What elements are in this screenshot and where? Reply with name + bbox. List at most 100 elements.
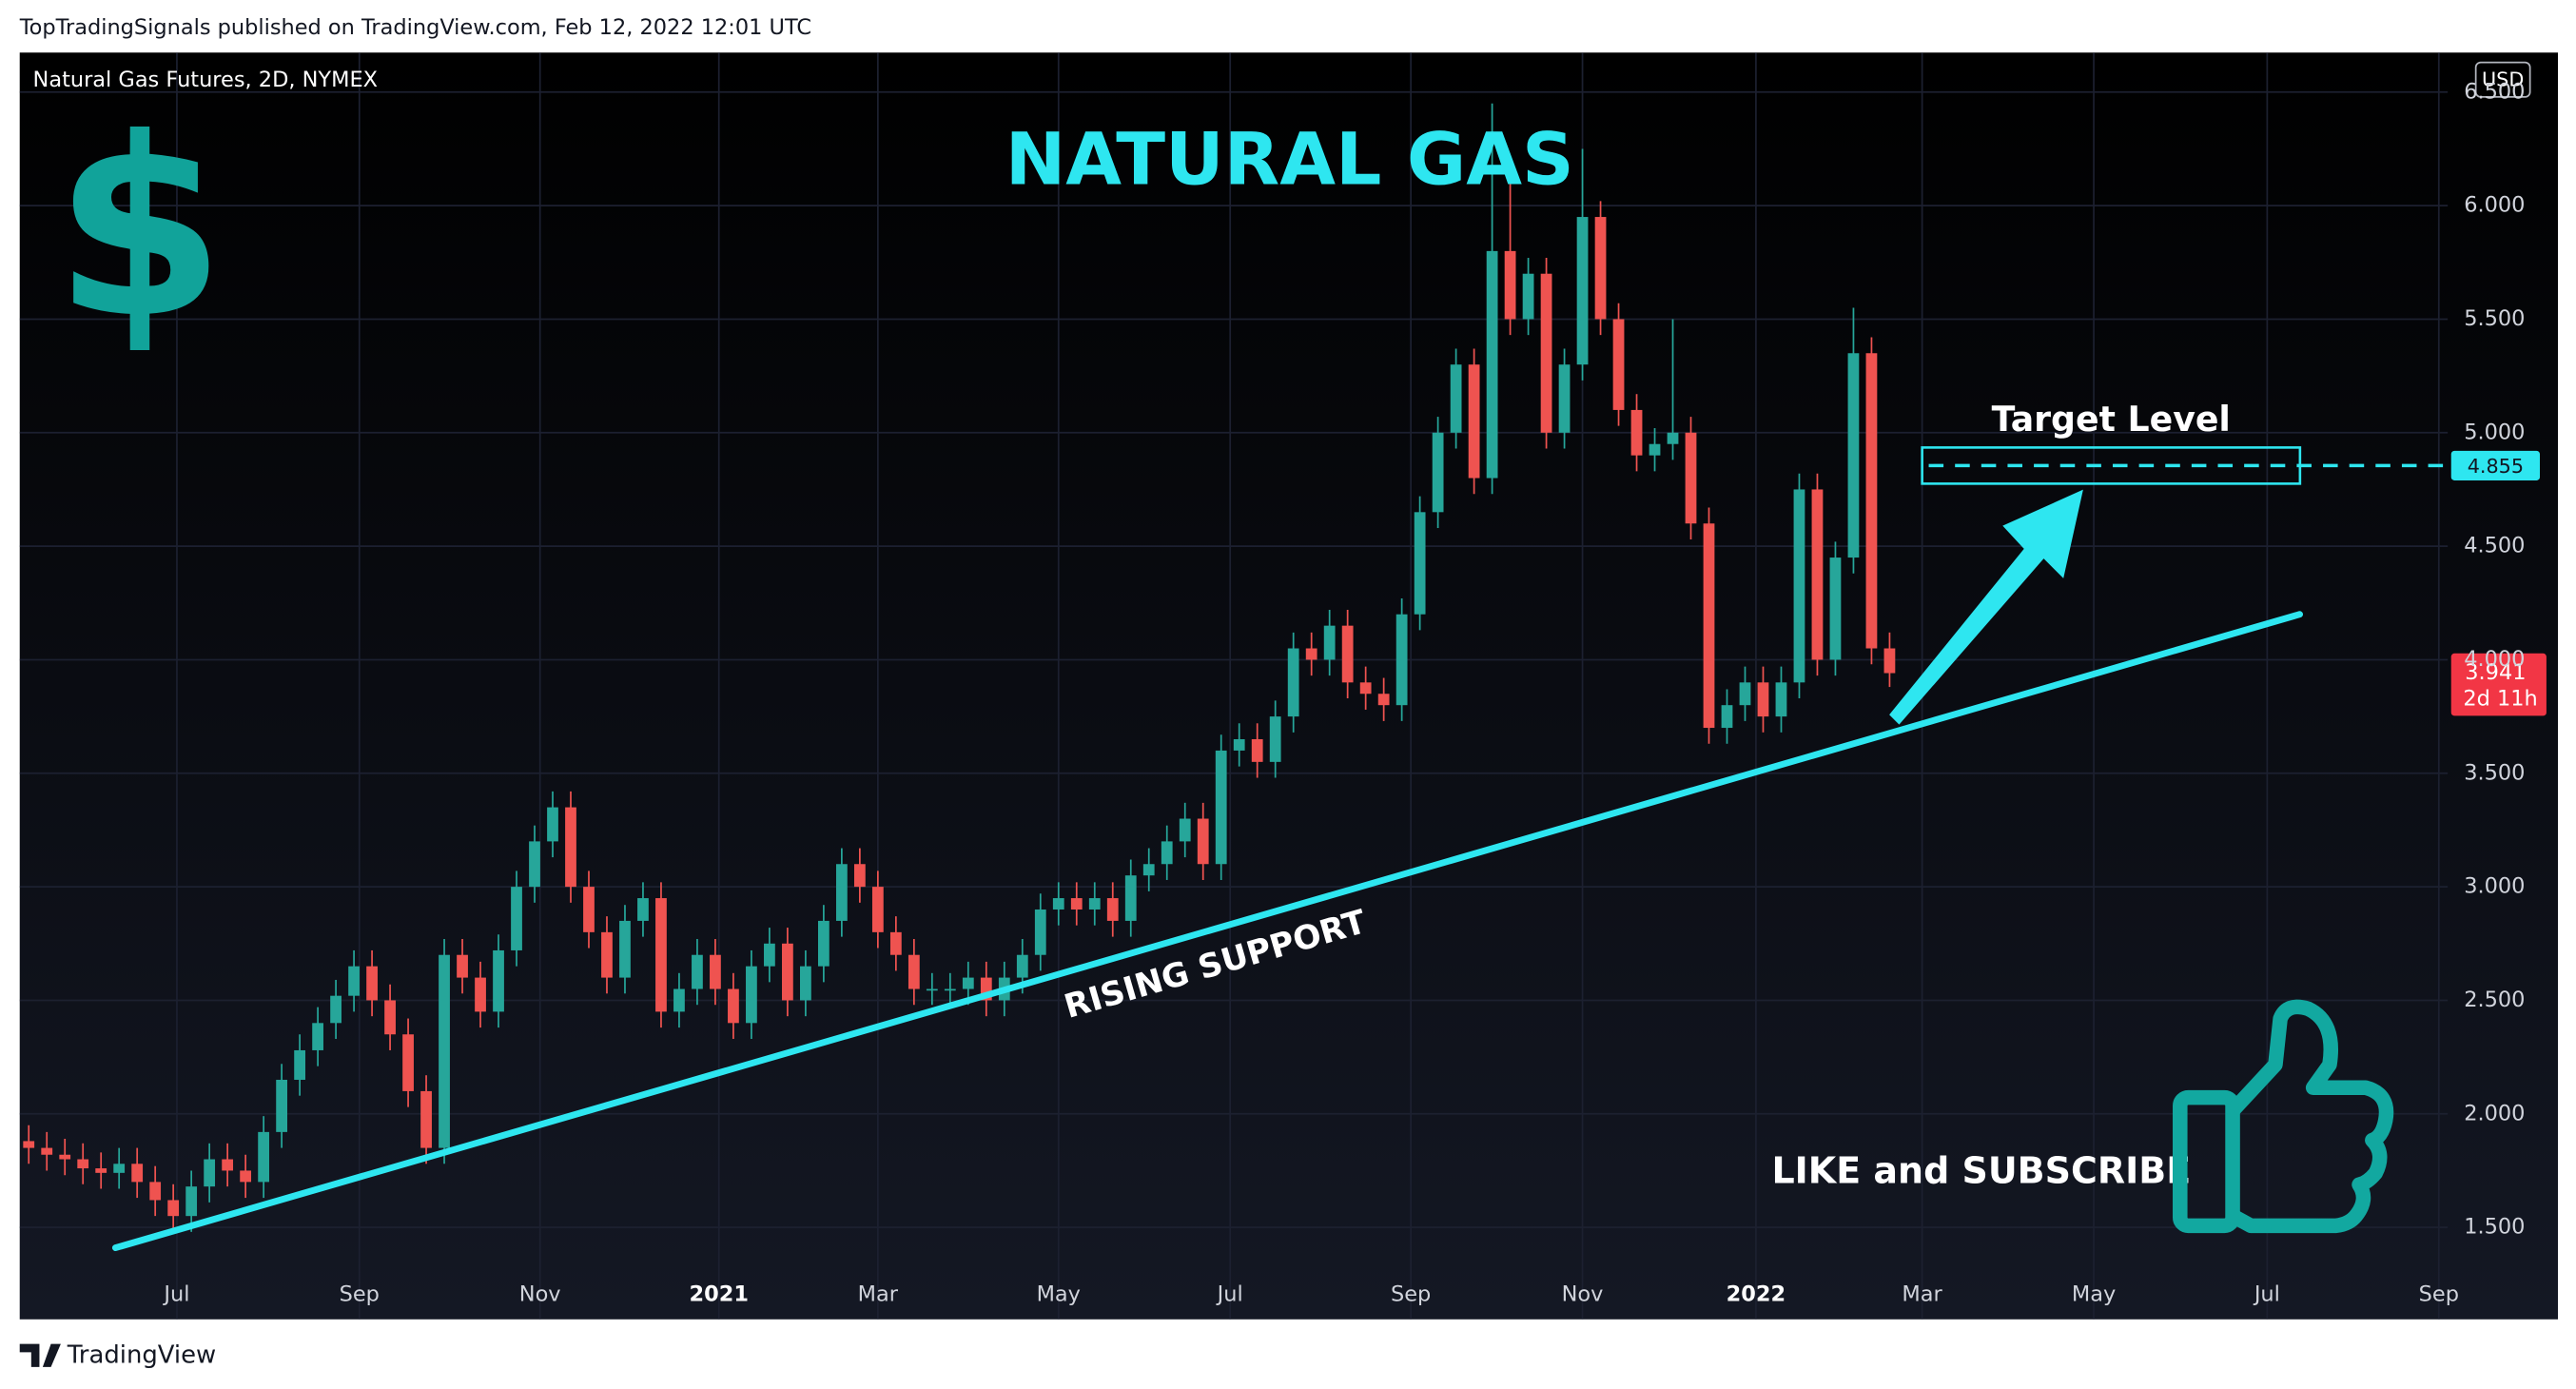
candle-body xyxy=(764,943,775,967)
candle-body xyxy=(95,1168,107,1173)
target-title: Target Level xyxy=(1992,399,2231,440)
candle-body xyxy=(1865,353,1878,649)
candle-body xyxy=(348,966,360,996)
candle-body xyxy=(204,1159,216,1187)
candle-body xyxy=(1377,694,1390,706)
candle-body xyxy=(457,954,468,978)
candle-body xyxy=(131,1164,144,1183)
x-tick-label: 2021 xyxy=(689,1281,748,1306)
candle-body xyxy=(1034,909,1046,955)
candle-body xyxy=(1468,364,1480,479)
currency-badge xyxy=(2474,61,2531,98)
candle-body xyxy=(402,1034,414,1091)
price-axis: 1.500 2.000 2.500 3.000 3.500 4.000 4.500 5.000… xyxy=(162,79,2525,1306)
candle-body xyxy=(1612,319,1625,410)
candle-body xyxy=(835,864,848,921)
candle-body xyxy=(1215,750,1227,865)
target-price-badge xyxy=(2450,450,2541,480)
candle-body xyxy=(1052,898,1064,910)
candle-body xyxy=(817,920,829,967)
candle-body xyxy=(475,977,486,1012)
candle-body xyxy=(1414,512,1426,615)
candle-body xyxy=(1883,648,1896,674)
y-tick-label: 5.000 xyxy=(2464,420,2525,444)
currency-label: USD xyxy=(2482,68,2524,91)
candle-body xyxy=(710,954,721,989)
grid xyxy=(19,52,2449,1320)
last-price-badge xyxy=(2450,653,2547,716)
candle-body xyxy=(1540,273,1552,433)
candle-body xyxy=(493,949,504,1012)
call-to-action: LIKE and SUBSCRIBE xyxy=(1771,1150,2191,1192)
candle-body xyxy=(1070,898,1083,910)
candle-body xyxy=(889,931,902,955)
candle-body xyxy=(944,988,956,991)
candle-body xyxy=(59,1154,71,1160)
x-tick-label: Sep xyxy=(1391,1281,1431,1306)
candle-body xyxy=(1088,898,1101,910)
candle-body xyxy=(420,1090,432,1148)
x-tick-label: Jul xyxy=(162,1281,189,1306)
candle-body xyxy=(1630,409,1643,456)
candle-body xyxy=(1287,648,1299,717)
candle-body xyxy=(1106,898,1119,921)
dollar-icon: $ xyxy=(54,87,225,373)
y-tick-label: 6.000 xyxy=(2464,193,2525,218)
candle-body xyxy=(980,977,992,1001)
x-tick-label: Nov xyxy=(519,1281,561,1306)
candle-body xyxy=(1450,364,1462,433)
candle-body xyxy=(746,966,757,1024)
candle-body xyxy=(1594,217,1607,320)
x-tick-label: Jul xyxy=(1216,1281,1243,1306)
candle-body xyxy=(1829,558,1842,660)
candle-body xyxy=(185,1186,198,1217)
candle-body xyxy=(1197,818,1209,865)
candle-body xyxy=(619,920,631,978)
candle-body xyxy=(547,807,558,842)
candle-body xyxy=(511,887,522,950)
y-tick-label: 2.000 xyxy=(2464,1101,2525,1125)
x-tick-label: Sep xyxy=(340,1281,380,1306)
x-tick-label: Jul xyxy=(2253,1281,2280,1306)
candle-body xyxy=(384,1000,396,1035)
candle-body xyxy=(113,1164,126,1173)
y-tick-label: 6.500 xyxy=(2464,79,2525,104)
headline: NATURAL GAS xyxy=(1005,117,1574,202)
candle-body xyxy=(1685,432,1697,524)
candle-body xyxy=(149,1182,162,1201)
footer-logo-text: TradingView xyxy=(67,1340,216,1369)
last-price-label: 3.941 xyxy=(2465,660,2526,685)
candle-body xyxy=(439,954,450,1148)
candle-body xyxy=(1667,432,1679,444)
candle-body xyxy=(1811,489,1824,660)
candle-body xyxy=(23,1141,35,1148)
candle-body xyxy=(1703,523,1715,729)
candle-body xyxy=(1251,738,1263,762)
candle-body xyxy=(1323,625,1336,660)
candle-body xyxy=(1721,705,1733,729)
tv-logo xyxy=(19,1343,61,1367)
candle-body xyxy=(77,1159,89,1169)
candle-body xyxy=(529,841,540,888)
candle-body xyxy=(1395,614,1408,706)
x-tick-label: May xyxy=(1037,1281,1081,1306)
candle-body xyxy=(1576,217,1589,365)
candle-body xyxy=(962,977,974,989)
candle-body xyxy=(583,887,595,932)
y-tick-label: 5.500 xyxy=(2464,306,2525,331)
candle-body xyxy=(1233,738,1245,751)
candle-body xyxy=(1432,432,1444,513)
footer: TradingView xyxy=(19,1340,216,1369)
candle-body xyxy=(782,943,793,1001)
candle-body xyxy=(1142,864,1155,876)
candle-body xyxy=(1757,682,1769,717)
candle-body xyxy=(1793,489,1805,683)
y-tick-label: 4.000 xyxy=(2464,647,2525,672)
candle-body xyxy=(655,898,667,1012)
candle-body xyxy=(601,931,613,978)
candle-body xyxy=(330,995,342,1024)
candle-body xyxy=(1269,716,1281,762)
candle-body xyxy=(871,887,884,932)
candle-body xyxy=(167,1200,180,1217)
